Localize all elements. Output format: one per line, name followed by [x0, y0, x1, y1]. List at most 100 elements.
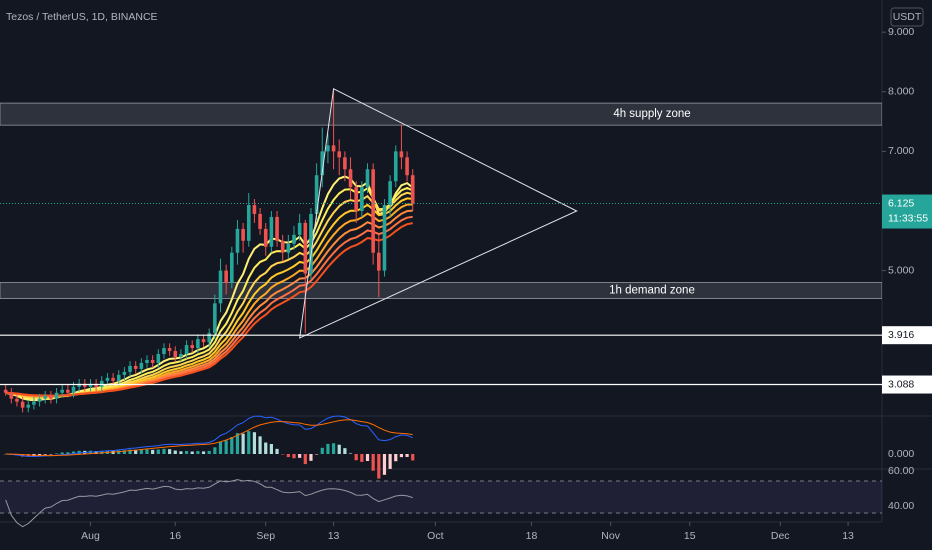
macd-histogram	[411, 454, 415, 461]
candle-body	[20, 401, 25, 408]
macd-histogram	[213, 447, 217, 454]
candle-body	[246, 205, 251, 241]
macd-histogram	[320, 447, 324, 454]
macd-histogram	[326, 443, 330, 454]
candle-body	[326, 145, 330, 152]
macd-histogram	[252, 432, 257, 454]
rsi-band	[0, 481, 882, 513]
macd-histogram	[303, 454, 307, 465]
macd-histogram	[354, 454, 358, 461]
macd-histogram	[168, 449, 172, 454]
candle-body	[354, 187, 358, 211]
macd-histogram	[258, 436, 262, 454]
macd-histogram	[343, 448, 347, 454]
candle-body	[275, 216, 279, 241]
candle-body	[77, 383, 81, 387]
candle-body	[382, 205, 387, 271]
level-label: 3.088	[888, 378, 914, 390]
macd-histogram	[122, 450, 126, 454]
macd-histogram	[371, 454, 375, 471]
candle-body	[111, 377, 115, 381]
macd-histogram	[49, 454, 53, 455]
macd-histogram	[298, 454, 302, 458]
candle-body	[184, 345, 189, 355]
macd-histogram	[94, 451, 98, 454]
macd-histogram	[331, 443, 336, 454]
y-tick-label: 7.000	[888, 145, 914, 157]
candle-body	[320, 151, 325, 176]
macd-histogram	[405, 454, 409, 457]
macd-histogram	[201, 451, 206, 454]
x-tick-label: Aug	[81, 530, 100, 542]
candle-body	[179, 354, 183, 357]
candle-body	[196, 339, 200, 349]
candle-body	[49, 395, 53, 399]
macd-histogram	[37, 454, 42, 456]
candle-body	[393, 151, 398, 182]
currency-badge[interactable]	[890, 7, 924, 27]
candle-body	[37, 398, 42, 402]
currency: USDT	[893, 11, 922, 23]
candle-body	[26, 404, 31, 408]
macd-line	[5, 415, 413, 458]
y-tick-label: 9.000	[888, 26, 914, 38]
macd-histogram	[388, 454, 392, 469]
candle-body	[167, 348, 172, 352]
candle-body	[230, 252, 234, 283]
candle-body	[258, 213, 262, 229]
candle-body	[83, 383, 87, 387]
macd-histogram	[394, 454, 398, 462]
candle-body	[116, 374, 121, 381]
macd-histogram	[173, 450, 177, 454]
zone	[0, 102, 882, 126]
candle-body	[173, 351, 178, 357]
candle-body	[263, 228, 268, 247]
zone-label: 1h demand zone	[609, 285, 695, 297]
macd-histogram	[337, 444, 341, 454]
macd-histogram	[151, 449, 155, 454]
macd-histogram	[348, 453, 353, 454]
candle-body	[43, 395, 48, 399]
candle-body	[190, 345, 195, 349]
candle-body	[377, 252, 381, 271]
candle-body	[128, 365, 132, 372]
macd-histogram	[309, 454, 313, 461]
rsi-tick-label: 40.00	[888, 500, 914, 512]
candle-body	[207, 333, 211, 343]
countdown: 11:33:55	[888, 212, 928, 224]
macd-histogram	[281, 454, 285, 455]
candle-body	[348, 169, 353, 188]
macd-histogram	[134, 449, 138, 454]
level-label-box	[882, 375, 932, 394]
candle-body	[292, 234, 296, 244]
macd-histogram	[71, 451, 76, 454]
candle-body	[241, 228, 245, 241]
x-tick-label: Nov	[601, 530, 620, 542]
candle-body	[337, 151, 342, 158]
candle-body	[224, 270, 228, 283]
macd-histogram	[247, 431, 251, 454]
candle-body	[371, 169, 375, 253]
macd-histogram	[382, 454, 387, 475]
x-tick-label: 18	[526, 530, 538, 542]
zone	[0, 282, 882, 299]
rsi-line	[5, 479, 413, 528]
candle-body	[94, 383, 98, 387]
last-price-box	[882, 194, 932, 229]
chart-title: Tezos / TetherUS, 1D, BINANCE	[6, 11, 158, 23]
candle-body	[3, 389, 8, 393]
y-tick-label: 5.000	[888, 264, 914, 276]
macd-histogram	[4, 454, 8, 455]
macd-histogram	[264, 442, 268, 454]
macd-histogram	[117, 450, 121, 454]
macd-histogram	[145, 449, 149, 454]
macd-histogram	[269, 443, 273, 454]
macd-histogram	[292, 454, 296, 459]
candle-body	[66, 389, 70, 393]
x-tick-label: 13	[842, 530, 854, 542]
macd-histogram	[54, 453, 59, 454]
level-label-box	[882, 326, 932, 345]
x-tick-label: 15	[684, 530, 696, 542]
x-tick-label: Dec	[771, 530, 790, 542]
